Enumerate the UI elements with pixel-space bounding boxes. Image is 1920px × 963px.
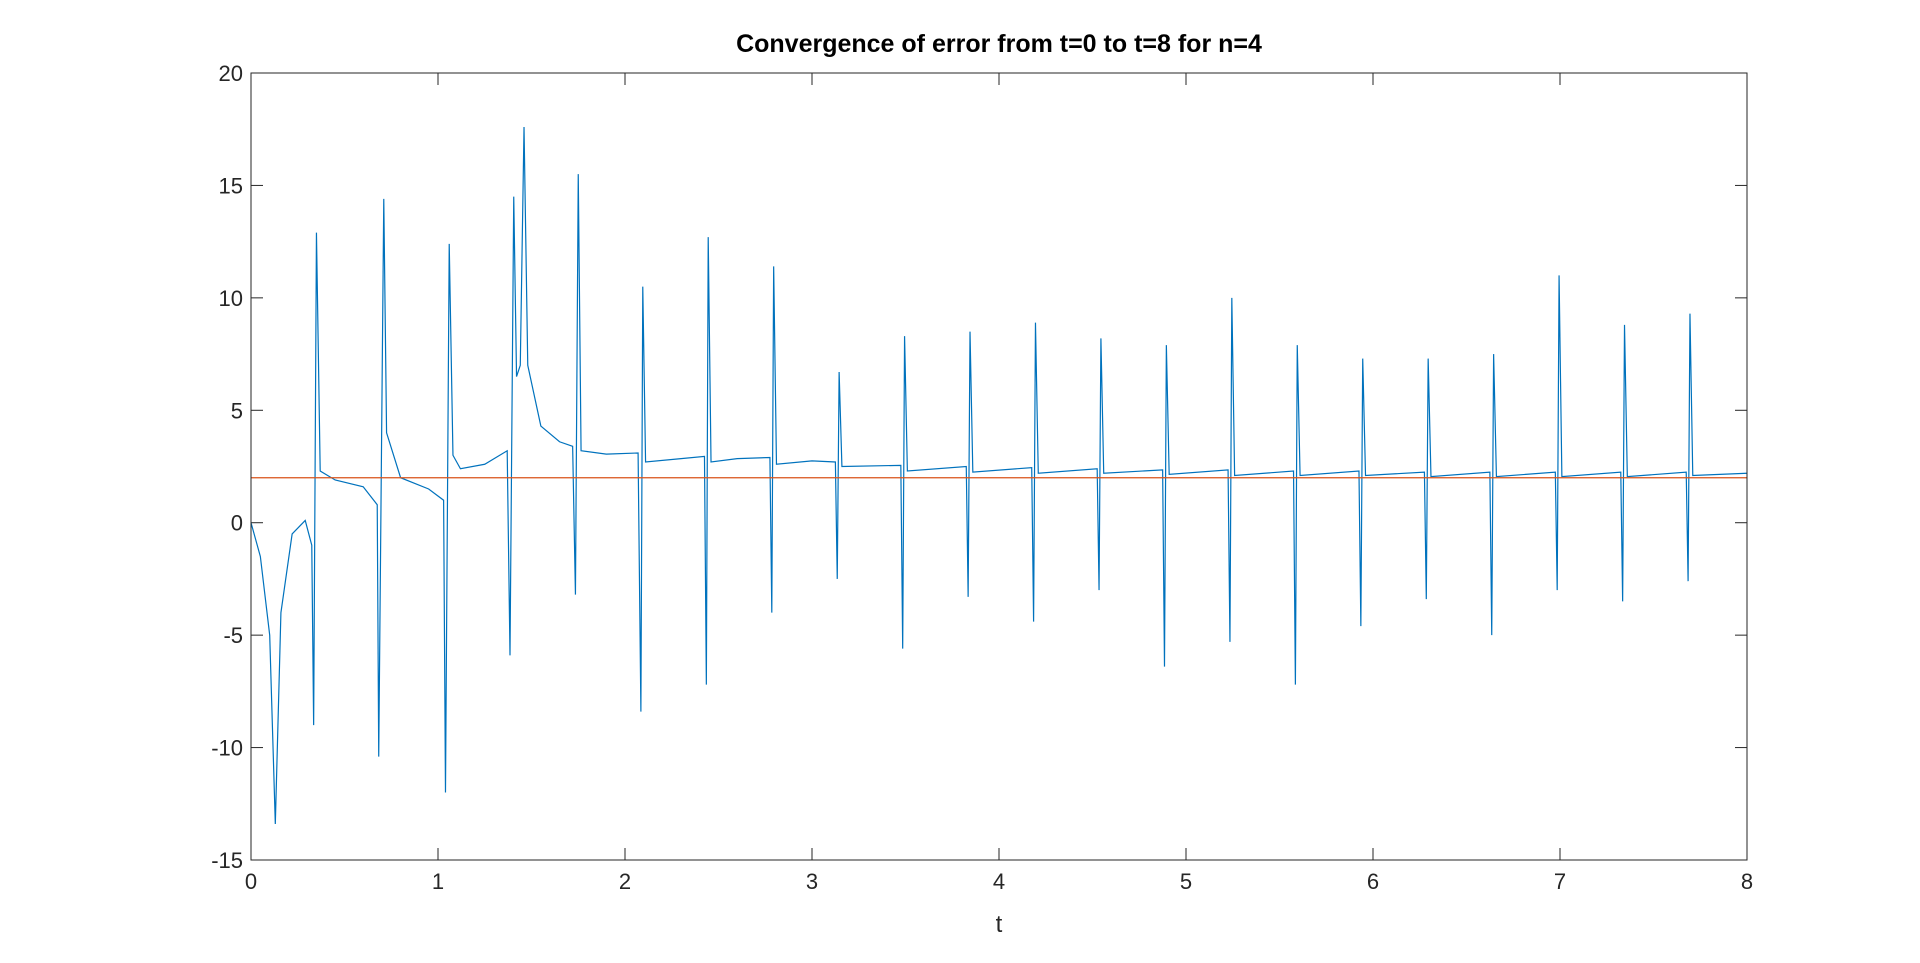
y-tick-label: -5 <box>223 623 243 648</box>
y-tick-label: 20 <box>219 61 243 86</box>
x-tick-label: 0 <box>245 869 257 894</box>
x-axis-label: t <box>996 911 1003 938</box>
line-series <box>250 126 1748 825</box>
x-tick-label: 8 <box>1741 869 1753 894</box>
y-tick-label: -15 <box>211 848 243 873</box>
x-tick-label: 5 <box>1180 869 1192 894</box>
x-tick-label: 3 <box>806 869 818 894</box>
y-tick-label: 10 <box>219 286 243 311</box>
x-tick-label: 6 <box>1367 869 1379 894</box>
x-tick-label: 4 <box>993 869 1005 894</box>
y-tick-label: 0 <box>231 511 243 536</box>
x-tick-label: 1 <box>432 869 444 894</box>
y-tick-label: 15 <box>219 173 243 198</box>
axes-box <box>250 72 1748 861</box>
x-tick-label: 7 <box>1554 869 1566 894</box>
y-tick-label: -10 <box>211 736 243 761</box>
chart-title: Convergence of error from t=0 to t=8 for… <box>736 30 1262 58</box>
x-tick-label: 2 <box>619 869 631 894</box>
y-tick-label: 5 <box>231 398 243 423</box>
